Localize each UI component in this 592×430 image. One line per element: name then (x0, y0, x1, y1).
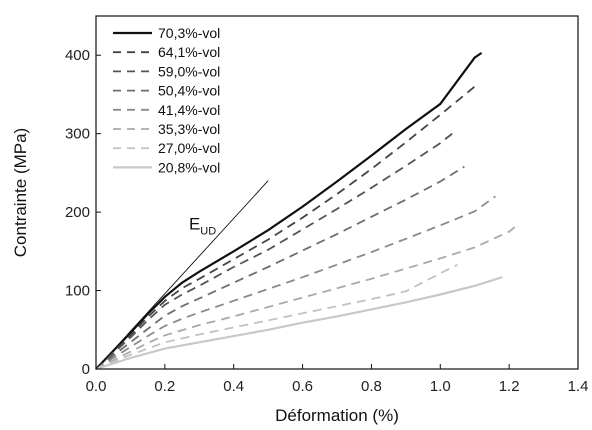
series-lines (95, 51, 517, 371)
legend-label: 64,1%-vol (158, 44, 220, 60)
x-tick-label: 0.0 (86, 378, 107, 395)
plot-frame (95, 15, 579, 370)
x-tick-label: 1.2 (499, 378, 520, 395)
series-line-0 (95, 51, 483, 370)
y-tick-label: 300 (65, 126, 90, 143)
x-tick-label: 1.0 (430, 378, 451, 395)
x-tick-label: 0.4 (223, 378, 244, 395)
eud-label-main: E (189, 214, 200, 233)
x-tick-label: 0.8 (361, 378, 382, 395)
series-line-7 (95, 276, 503, 371)
y-tick-label: 200 (65, 204, 90, 221)
legend-label: 35,3%-vol (158, 121, 220, 137)
eud-label: EUD (189, 214, 216, 237)
series-line-4 (95, 195, 496, 370)
x-tick-label: 0.6 (292, 378, 313, 395)
y-tick-label: 400 (65, 47, 90, 64)
legend-label: 27,0%-vol (158, 140, 220, 156)
series-line-3 (95, 165, 465, 370)
x-tick-label: 1.4 (568, 378, 589, 395)
y-axis-title: Contrainte (MPa) (11, 128, 30, 257)
legend-label: 59,0%-vol (158, 63, 220, 79)
eud-reference-line (95, 180, 269, 370)
legend-label: 50,4%-vol (158, 83, 220, 99)
series-line-2 (95, 131, 455, 370)
x-tick-label: 0.2 (154, 378, 175, 395)
eud-reference: EUD (95, 180, 269, 370)
legend: 70,3%-vol 64,1%-vol 59,0%-vol 50,4%-vol 41,4… (113, 25, 220, 175)
y-tick-label: 100 (65, 283, 90, 300)
legend-label: 20,8%-vol (158, 159, 220, 175)
y-tick-label: 0 (82, 361, 90, 378)
series-line-5 (95, 225, 517, 370)
legend-label: 70,3%-vol (158, 25, 220, 41)
axis-ticks: 0.0 0.2 0.4 0.6 0.8 1.0 1.2 1.4 0 100 200 300 400 (65, 47, 588, 395)
eud-label-subscript: UD (200, 225, 216, 237)
legend-label: 41,4%-vol (158, 102, 220, 118)
x-axis-title: Déformation (%) (275, 406, 399, 425)
